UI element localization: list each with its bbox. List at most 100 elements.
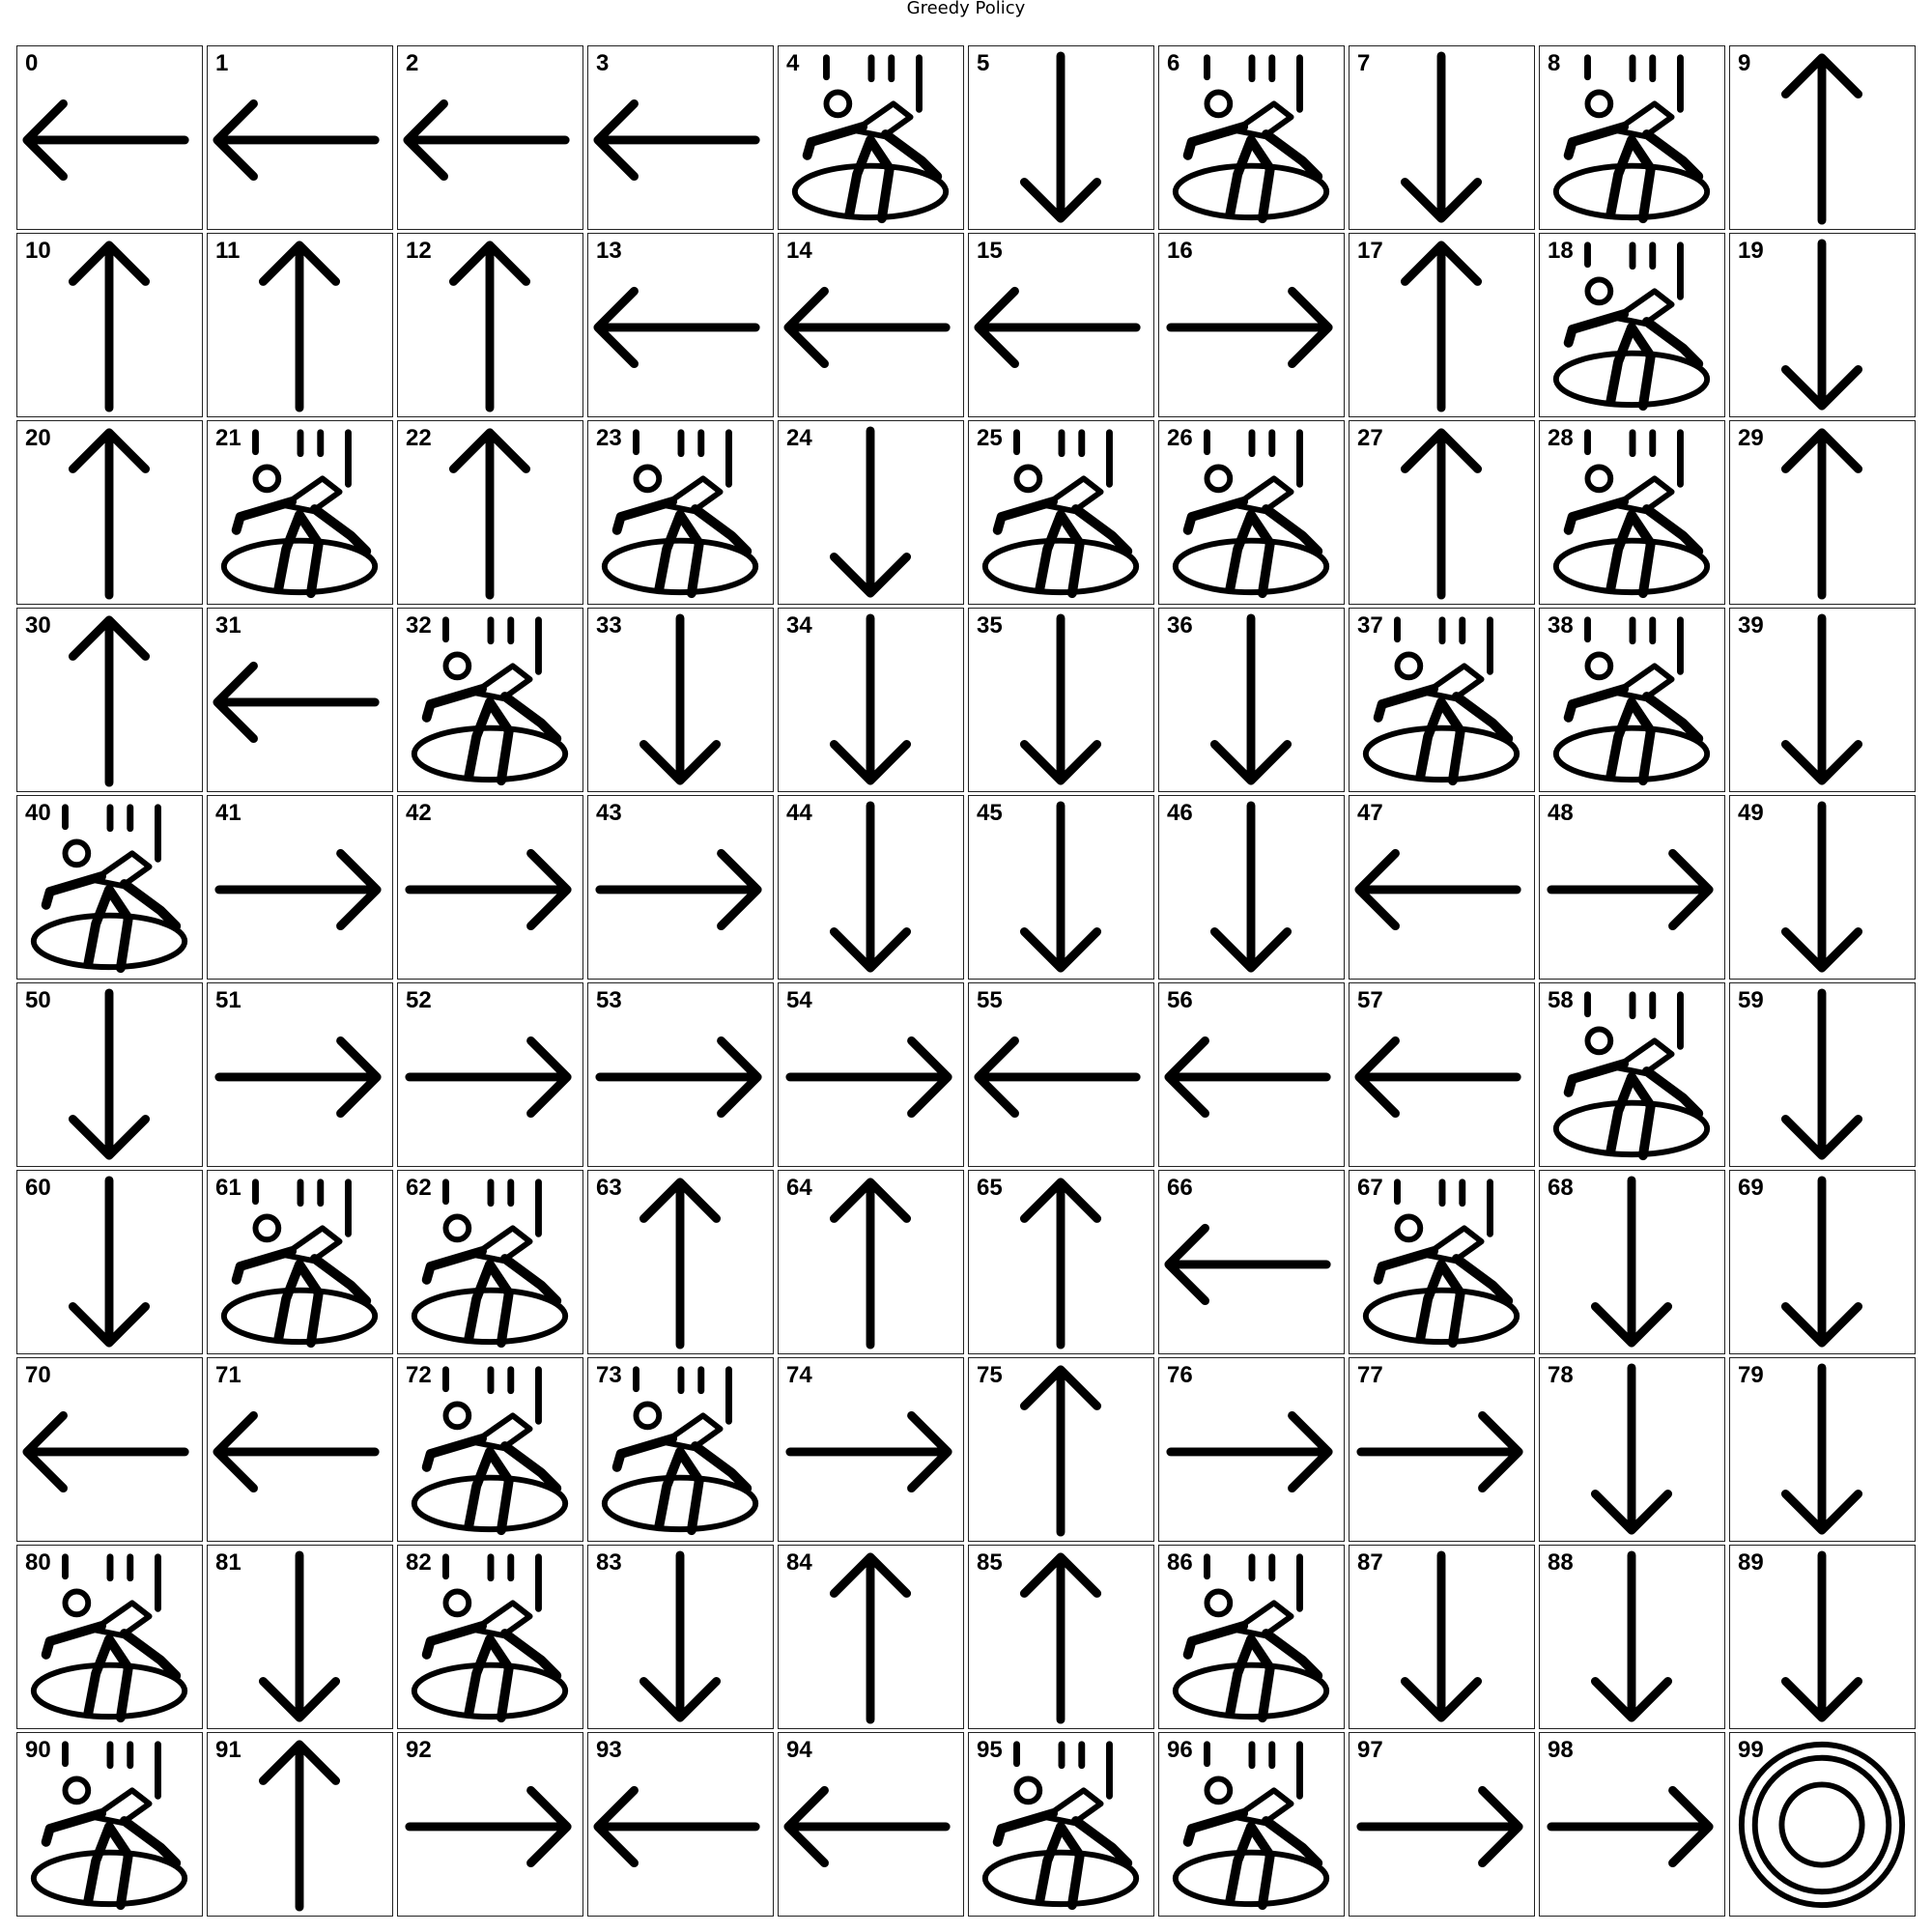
grid-cell-95: 95 [968, 1732, 1154, 1917]
cell-number: 90 [25, 1737, 51, 1763]
grid-cell-58: 58 [1539, 982, 1725, 1167]
cell-number: 41 [215, 800, 242, 826]
grid-cell-66: 66 [1158, 1170, 1345, 1354]
arrow-left-icon [593, 1785, 760, 1868]
arrow-up-icon [448, 428, 531, 600]
falling-person-icon [1552, 429, 1711, 599]
grid-cell-72: 72 [397, 1357, 583, 1542]
grid-cell-18: 18 [1539, 233, 1725, 417]
cell-number: 46 [1167, 800, 1193, 826]
arrow-down-icon [1780, 613, 1863, 785]
arrow-down-icon [1209, 613, 1293, 785]
arrow-right-icon [1547, 848, 1714, 931]
cell-number: 76 [1167, 1362, 1193, 1388]
arrow-left-icon [783, 286, 951, 369]
grid-cell-42: 42 [397, 795, 583, 980]
cell-number: 39 [1738, 612, 1764, 639]
grid-cell-62: 62 [397, 1170, 583, 1354]
arrow-left-icon [593, 99, 760, 182]
cell-number: 66 [1167, 1175, 1193, 1201]
grid-cell-26: 26 [1158, 420, 1345, 605]
arrow-left-icon [213, 99, 380, 182]
grid-cell-59: 59 [1729, 982, 1916, 1167]
arrow-down-icon [1019, 801, 1102, 973]
grid-cell-9: 9 [1729, 45, 1916, 230]
goal-target-icon [1738, 1741, 1906, 1909]
cell-number: 10 [25, 238, 51, 264]
grid-cell-23: 23 [587, 420, 774, 605]
grid-cell-88: 88 [1539, 1545, 1725, 1729]
grid-cell-0: 0 [16, 45, 203, 230]
arrow-up-icon [1780, 53, 1863, 225]
grid-cell-21: 21 [207, 420, 393, 605]
arrow-down-icon [639, 613, 722, 785]
grid-cell-15: 15 [968, 233, 1154, 417]
cell-number: 84 [786, 1549, 812, 1576]
cell-number: 61 [215, 1175, 242, 1201]
grid-cell-60: 60 [16, 1170, 203, 1354]
arrow-left-icon [974, 1036, 1141, 1119]
grid-cell-87: 87 [1349, 1545, 1535, 1729]
arrow-down-icon [258, 1550, 341, 1722]
arrow-up-icon [68, 241, 151, 412]
arrow-down-icon [68, 988, 151, 1160]
grid-cell-43: 43 [587, 795, 774, 980]
arrow-up-icon [258, 241, 341, 412]
grid-cell-82: 82 [397, 1545, 583, 1729]
grid-cell-12: 12 [397, 233, 583, 417]
arrow-left-icon [22, 99, 189, 182]
cell-number: 7 [1357, 50, 1371, 76]
cell-number: 59 [1738, 987, 1764, 1013]
grid-cell-50: 50 [16, 982, 203, 1167]
falling-person-icon [1362, 616, 1520, 786]
cell-number: 60 [25, 1175, 51, 1201]
falling-person-icon [30, 804, 188, 974]
grid-cell-61: 61 [207, 1170, 393, 1354]
grid-cell-68: 68 [1539, 1170, 1725, 1354]
arrow-left-icon [974, 286, 1141, 369]
cell-number: 26 [1167, 425, 1193, 451]
grid-cell-34: 34 [778, 608, 964, 792]
cell-number: 2 [406, 50, 419, 76]
falling-person-icon [30, 1741, 188, 1911]
cell-number: 29 [1738, 425, 1764, 451]
cell-number: 24 [786, 425, 812, 451]
arrow-up-icon [68, 428, 151, 600]
cell-number: 8 [1548, 50, 1561, 76]
grid-cell-53: 53 [587, 982, 774, 1167]
grid-cell-55: 55 [968, 982, 1154, 1167]
cell-number: 18 [1548, 238, 1574, 264]
arrow-up-icon [1400, 428, 1483, 600]
grid-cell-92: 92 [397, 1732, 583, 1917]
cell-number: 49 [1738, 800, 1764, 826]
grid-cell-71: 71 [207, 1357, 393, 1542]
cell-number: 54 [786, 987, 812, 1013]
cell-number: 69 [1738, 1175, 1764, 1201]
arrow-down-icon [1400, 1550, 1483, 1722]
arrow-up-icon [829, 1178, 912, 1350]
arrow-down-icon [829, 613, 912, 785]
cell-number: 95 [977, 1737, 1003, 1763]
grid-cell-27: 27 [1349, 420, 1535, 605]
cell-number: 19 [1738, 238, 1764, 264]
grid-cell-5: 5 [968, 45, 1154, 230]
grid-cell-49: 49 [1729, 795, 1916, 980]
cell-number: 71 [215, 1362, 242, 1388]
falling-person-icon [1552, 616, 1711, 786]
cell-number: 42 [406, 800, 432, 826]
cell-number: 99 [1738, 1737, 1764, 1763]
arrow-left-icon [1164, 1223, 1331, 1306]
arrow-left-icon [403, 99, 570, 182]
cell-number: 0 [25, 50, 39, 76]
cell-number: 87 [1357, 1549, 1383, 1576]
falling-person-icon [1552, 54, 1711, 224]
falling-person-icon [220, 429, 379, 599]
grid-cell-85: 85 [968, 1545, 1154, 1729]
cell-number: 65 [977, 1175, 1003, 1201]
arrow-up-icon [1019, 1552, 1102, 1724]
arrow-down-icon [639, 1550, 722, 1722]
falling-person-icon [1172, 54, 1330, 224]
grid-cell-6: 6 [1158, 45, 1345, 230]
grid-cell-31: 31 [207, 608, 393, 792]
cell-number: 94 [786, 1737, 812, 1763]
